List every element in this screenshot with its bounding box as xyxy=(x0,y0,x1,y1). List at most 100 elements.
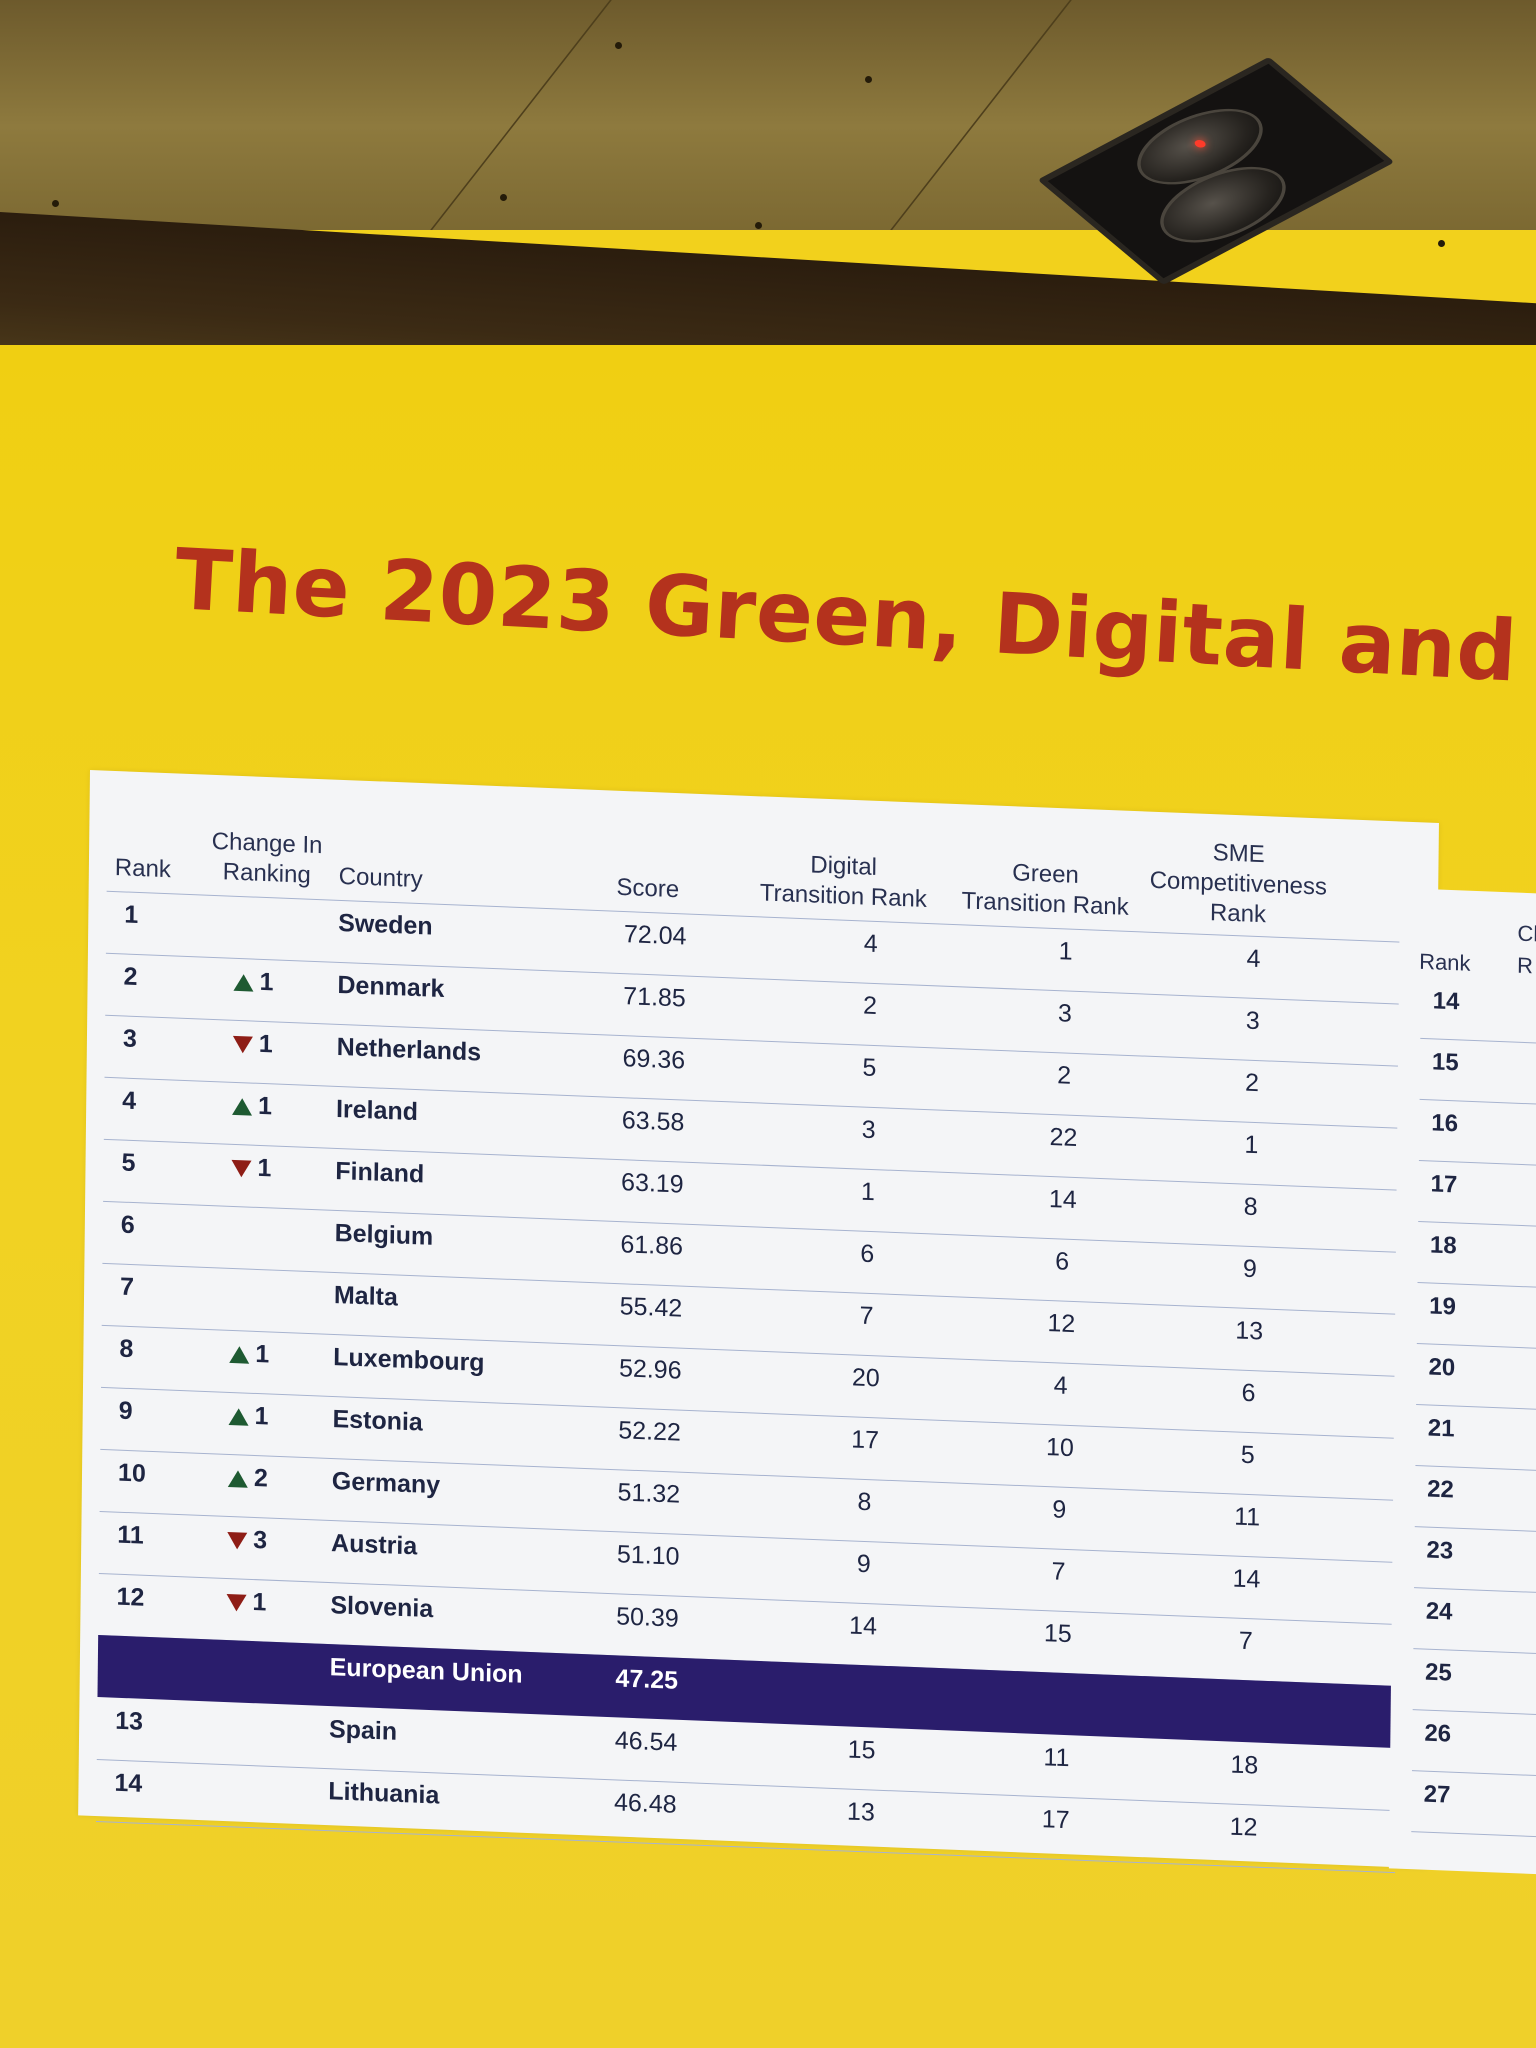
triangle-down-icon xyxy=(232,1035,253,1054)
score-cell: 63.19 xyxy=(620,1168,684,1199)
green-rank-cell: 1 xyxy=(1058,937,1073,966)
country-cell: Finland xyxy=(335,1156,425,1189)
side-header-rank: Rank xyxy=(1419,948,1471,976)
green-rank-cell: 2 xyxy=(1057,1061,1072,1090)
green-rank-cell: 6 xyxy=(1054,1247,1070,1276)
rank-cell: 27 xyxy=(1423,1780,1451,1809)
sme-rank-cell: 6 xyxy=(1241,1378,1256,1408)
digital-rank-cell: 7 xyxy=(859,1301,874,1331)
side-table-row: 27 xyxy=(1411,1770,1536,1840)
score-cell: 46.54 xyxy=(614,1726,678,1757)
rank-cell: 12 xyxy=(116,1582,145,1612)
country-cell: Austria xyxy=(330,1529,418,1561)
triangle-up-icon xyxy=(227,1469,248,1488)
triangle-down-icon xyxy=(227,1531,248,1550)
score-cell: 69.36 xyxy=(622,1044,686,1075)
change-cell: 1 xyxy=(226,1586,267,1618)
rank-cell: 3 xyxy=(122,1024,137,1054)
country-cell: Sweden xyxy=(338,908,433,941)
green-rank-cell: 15 xyxy=(1043,1619,1072,1649)
rank-cell: 26 xyxy=(1424,1719,1452,1748)
ceiling-seam xyxy=(430,0,612,230)
score-cell: 72.04 xyxy=(623,920,687,951)
triangle-up-icon xyxy=(232,1097,253,1116)
change-value: 3 xyxy=(253,1525,268,1555)
side-header-change-2: R xyxy=(1516,952,1534,979)
rank-cell: 16 xyxy=(1431,1109,1459,1138)
sme-rank-cell: 8 xyxy=(1243,1192,1258,1222)
rank-cell: 8 xyxy=(119,1334,134,1364)
score-cell: 52.22 xyxy=(618,1416,682,1447)
ceiling-dot xyxy=(1438,240,1445,247)
score-cell: 51.10 xyxy=(616,1540,680,1571)
change-value: 1 xyxy=(257,1153,272,1183)
rank-cell: 14 xyxy=(114,1768,143,1798)
digital-rank-cell: 6 xyxy=(860,1239,875,1269)
green-rank-cell: 22 xyxy=(1049,1122,1078,1153)
rank-cell: 9 xyxy=(118,1396,133,1426)
digital-rank-cell: 13 xyxy=(846,1797,875,1827)
change-value: 1 xyxy=(254,1401,269,1431)
country-cell: Netherlands xyxy=(336,1032,482,1067)
change-cell: 1 xyxy=(229,1338,269,1370)
side-header-change: Ch xyxy=(1517,920,1536,947)
change-cell: 1 xyxy=(231,1152,271,1184)
digital-rank-cell: 4 xyxy=(863,929,878,959)
rank-cell: 5 xyxy=(121,1148,136,1178)
digital-rank-cell: 5 xyxy=(862,1053,877,1083)
change-cell: 3 xyxy=(227,1524,267,1556)
ceiling-dot xyxy=(52,200,59,207)
green-rank-cell: 9 xyxy=(1052,1495,1067,1524)
rank-cell: 21 xyxy=(1427,1414,1455,1443)
rank-cell: 17 xyxy=(1430,1170,1458,1199)
rank-cell: 15 xyxy=(1431,1048,1459,1077)
change-value: 1 xyxy=(257,1091,273,1121)
digital-rank-cell: 20 xyxy=(851,1363,880,1393)
score-cell: 52.96 xyxy=(618,1354,682,1385)
ranking-table-continued: Rank Ch R 14 15 16 17 18 19 20 21 22 23 24 25 26 27 xyxy=(1388,888,1536,1877)
ceiling-dot xyxy=(500,194,507,201)
rank-cell: 2 xyxy=(123,962,138,992)
green-rank-cell: 14 xyxy=(1048,1184,1077,1215)
triangle-up-icon xyxy=(228,1407,249,1426)
change-value: 1 xyxy=(259,967,274,997)
sme-rank-cell: 3 xyxy=(1245,1006,1260,1036)
rank-cell: 6 xyxy=(120,1210,135,1240)
side-table-row: 24 xyxy=(1413,1587,1536,1657)
ceiling-dot xyxy=(755,222,762,229)
country-cell: Germany xyxy=(331,1467,441,1500)
change-value: 1 xyxy=(252,1588,267,1617)
country-cell: Denmark xyxy=(337,970,445,1004)
green-rank-cell: 3 xyxy=(1057,999,1073,1028)
score-cell: 50.39 xyxy=(616,1602,679,1633)
sme-rank-cell: 14 xyxy=(1232,1564,1261,1594)
change-cell: 1 xyxy=(228,1400,269,1432)
side-table-row: 16 xyxy=(1418,1098,1536,1169)
digital-rank-cell: 8 xyxy=(857,1487,872,1517)
side-table-row: 14 xyxy=(1420,976,1536,1046)
rank-cell: 22 xyxy=(1427,1475,1455,1504)
change-cell: 1 xyxy=(232,1090,272,1122)
change-cell: 1 xyxy=(232,1028,273,1060)
country-cell: Malta xyxy=(333,1280,398,1312)
side-table-row: 19 xyxy=(1416,1281,1536,1352)
digital-rank-cell: 15 xyxy=(847,1735,876,1765)
country-cell: Slovenia xyxy=(330,1591,434,1624)
side-table-row: 15 xyxy=(1419,1037,1536,1107)
score-cell: 51.32 xyxy=(617,1478,681,1509)
score-cell: 61.86 xyxy=(620,1230,684,1261)
ceiling-seam xyxy=(890,0,1072,230)
country-cell: Ireland xyxy=(335,1094,419,1127)
side-table-row: 23 xyxy=(1414,1526,1536,1596)
rank-cell: 11 xyxy=(117,1520,144,1550)
digital-rank-cell: 3 xyxy=(861,1115,876,1145)
rank-cell: 23 xyxy=(1426,1536,1454,1565)
green-rank-cell: 10 xyxy=(1045,1433,1075,1463)
sme-rank-cell: 4 xyxy=(1246,944,1261,974)
score-cell: 63.58 xyxy=(621,1106,685,1137)
side-table-row: 22 xyxy=(1414,1465,1536,1535)
rank-cell: 13 xyxy=(115,1706,144,1736)
sme-rank-cell: 9 xyxy=(1242,1254,1258,1284)
sme-rank-cell: 11 xyxy=(1234,1502,1261,1532)
ceiling-dot xyxy=(615,42,622,49)
